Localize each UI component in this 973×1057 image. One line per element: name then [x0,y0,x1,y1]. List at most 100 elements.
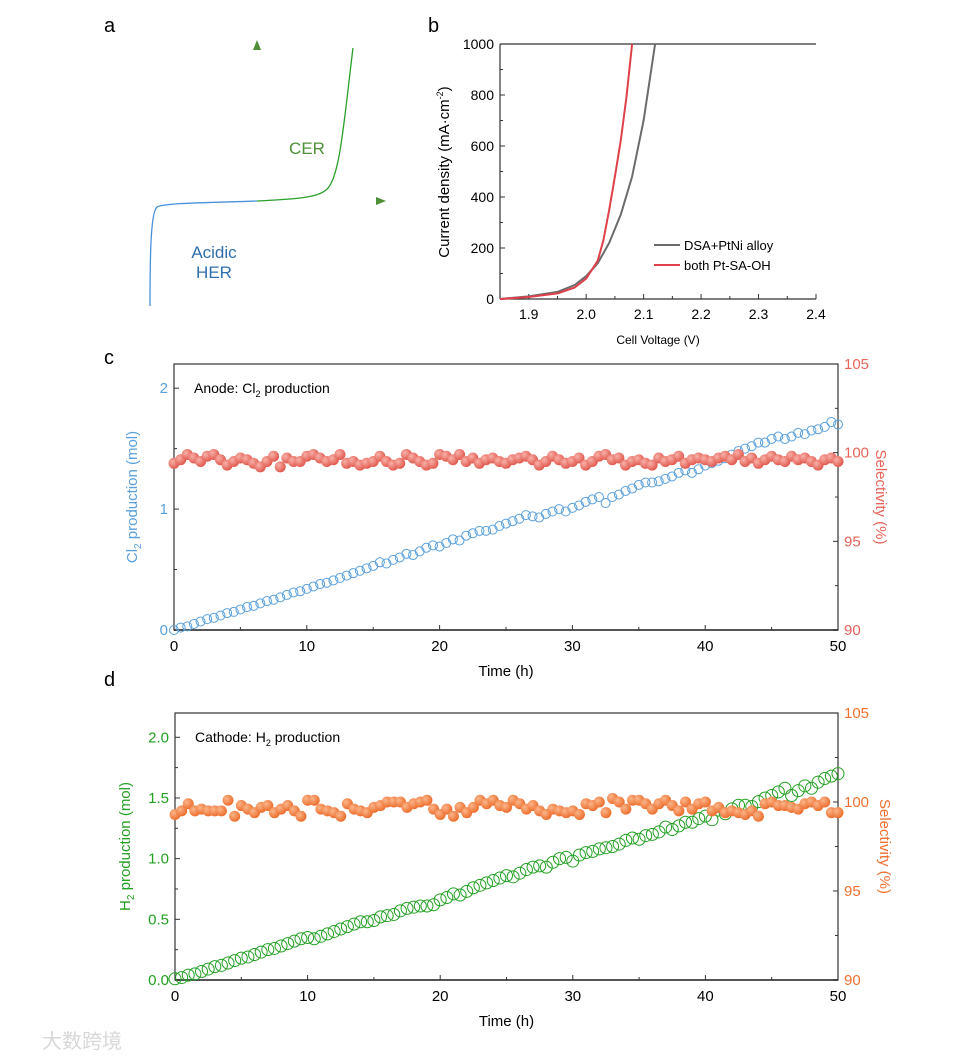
production-point [228,606,239,617]
selectivity-point [752,810,764,822]
production-point [387,907,401,921]
y-axis-label-main: Current density (mA·cm [436,99,453,257]
production-point [665,823,679,837]
y-left-label-pre: Cl [124,549,141,563]
x-tick-label: 50 [830,638,847,655]
production-point [288,587,299,598]
production-point [261,943,275,957]
annotation-pre: Anode: Cl [194,380,255,396]
production-point [414,546,425,557]
selectivity-point [176,805,188,817]
watermark-logo: 大数跨境 [42,1030,122,1053]
production-point [566,854,580,868]
production-point [593,492,604,502]
production-point [506,870,520,884]
production-point [381,558,392,569]
production-point [539,860,553,874]
production-point [380,909,394,923]
production-point [612,837,626,851]
production-point [592,842,606,856]
production-point [633,479,644,490]
selectivity-point [454,448,466,460]
production-point [360,915,374,929]
production-point [500,869,513,883]
y-left-tick-label: 0.0 [148,972,169,989]
production-point [813,424,824,435]
production-point [441,537,452,548]
y-left-label-post: production (mol) [117,782,134,895]
production-point [580,496,591,507]
y-tick-label: 1000 [463,36,494,52]
production-point [335,573,345,584]
production-point [466,881,480,895]
production-point [481,525,492,536]
production-point [567,502,578,513]
production-point [806,425,817,436]
selectivity-point [573,452,585,464]
production-point [824,769,838,783]
production-point [501,518,511,529]
y-right-tick-label: 100 [844,445,869,462]
panel-label-c: c [104,347,114,369]
production-point [766,433,777,444]
selectivity-point [680,796,692,808]
production-point [287,934,301,948]
production-point [195,965,209,979]
production-point [340,920,354,934]
y-left-axis-label: Cl2 production (mol) [124,431,144,563]
production-point [315,579,326,590]
production-point [275,592,286,603]
y-right-tick-label: 95 [844,883,861,900]
x-tick-label: 40 [697,988,714,1005]
production-point [587,494,598,505]
y-left-tick-label: 2.0 [148,729,169,746]
production-point [520,510,531,521]
production-point [427,540,438,551]
vertical-axis-arrowhead [253,40,261,50]
production-point [201,962,215,976]
x-tick-label: 2.4 [806,306,826,322]
y-left-tick-label: 2 [160,380,168,397]
y-axis-label-superscript: -2 [435,91,445,99]
production-point [228,954,242,968]
annotation-post: production [271,729,340,745]
production-point [320,927,334,941]
production-point [507,516,518,527]
horizontal-axis-arrowhead [376,197,386,205]
x-tick-label: 2.0 [576,306,596,322]
production-point [486,873,500,887]
x-axis-label: Time (h) [479,1013,534,1030]
production-point [798,779,812,793]
annotation-post: production [261,380,330,396]
production-point [328,575,339,586]
annotation-subscript: 2 [266,738,271,748]
production-point [407,900,421,914]
production-point [599,841,613,855]
production-point [215,610,226,621]
production-point [693,464,704,475]
selectivity-point [467,801,479,813]
y-right-tick-label: 90 [844,972,861,989]
x-tick-label: 30 [564,638,581,655]
production-point [367,914,381,928]
production-point [831,767,845,781]
production-point [195,616,206,627]
production-point [248,948,262,962]
selectivity-point [421,794,433,806]
production-point [554,504,565,515]
production-point [168,972,182,986]
panel-a-schematic: CER Acidic HER [127,40,386,321]
production-point [214,958,228,972]
production-point [427,898,441,912]
production-point [480,876,494,890]
x-tick-label: 10 [298,638,315,655]
y-left-tick-label: 0 [160,622,168,639]
production-point [773,431,784,442]
production-point [447,534,458,545]
production-point [393,904,407,918]
selectivity-point [182,798,194,810]
production-point [242,602,253,613]
production-point [255,598,266,609]
selectivity-point [274,461,286,473]
production-point [600,498,611,509]
